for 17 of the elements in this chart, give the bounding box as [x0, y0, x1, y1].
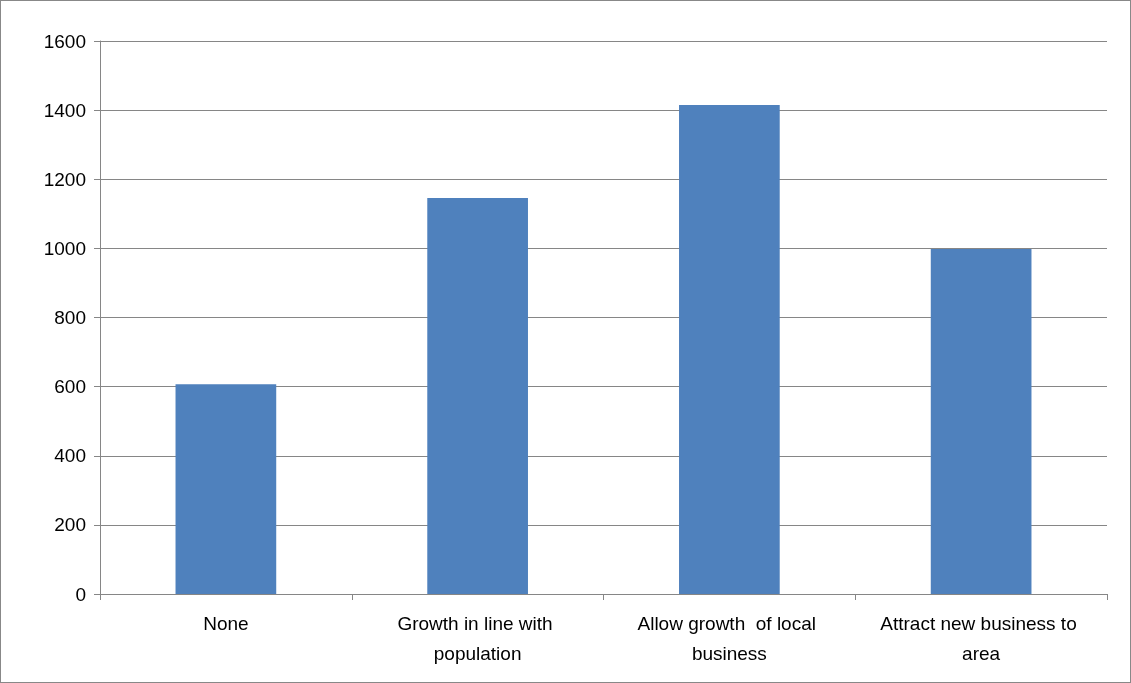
bar	[175, 384, 277, 594]
y-tick-label: 1600	[43, 30, 86, 52]
y-tick-label: 1000	[43, 237, 86, 259]
y-tick-label: 600	[54, 376, 86, 398]
y-tick-label: 1200	[43, 168, 86, 190]
y-tick-label: 200	[54, 514, 86, 536]
y-tick-label: 0	[75, 583, 86, 605]
bar	[679, 104, 780, 594]
y-tick-label: 800	[54, 307, 86, 328]
x-tick-label: Allow growth of local business	[637, 612, 822, 664]
bar	[427, 197, 528, 594]
bar	[930, 249, 1032, 594]
x-tick-label: Attract new business to area	[880, 612, 1082, 664]
y-tick-label: 400	[54, 445, 86, 467]
x-tick-label: None	[203, 612, 249, 634]
x-tick-label: Growth in line with population	[397, 612, 558, 664]
y-tick-label: 1400	[43, 99, 86, 121]
